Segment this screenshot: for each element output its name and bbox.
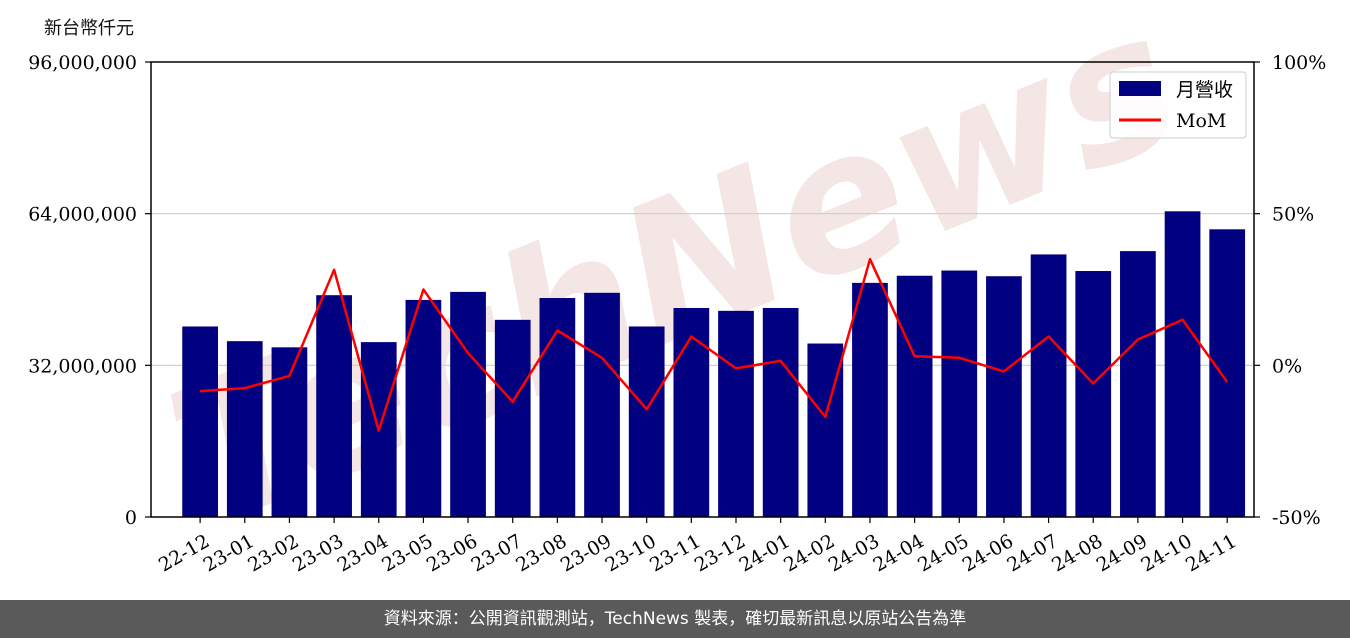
x-tick-label: 23-06	[423, 530, 481, 576]
x-tick-label: 24-10	[1137, 530, 1195, 576]
legend-label-revenue: 月營收	[1176, 79, 1233, 101]
revenue-chart: TechNews 032,000,00064,000,00096,000,000…	[28, 0, 1326, 576]
x-tick-label: 23-07	[468, 530, 526, 576]
y-left-tick-label: 0	[125, 507, 137, 529]
x-tick-label: 24-07	[1003, 530, 1061, 576]
mom-line-layer	[200, 257, 1229, 432]
bar-24-10	[1164, 211, 1201, 517]
bar-24-04	[896, 275, 933, 517]
bar-24-09	[1120, 251, 1156, 517]
plot-frame	[150, 61, 1255, 518]
mom-line	[200, 257, 1229, 432]
bar-24-01	[762, 307, 799, 517]
legend: 月營收 MoM	[1109, 71, 1247, 139]
footer-source-note: 資料來源：公開資訊觀測站，TechNews 製表，確切最新訊息以原站公告為準	[0, 600, 1350, 638]
x-tick-label: 24-06	[959, 530, 1017, 576]
y-right-tick-label: -50%	[1272, 507, 1321, 529]
y-left-tick-label: 96,000,000	[28, 52, 137, 74]
x-tick-label: 23-11	[646, 530, 704, 576]
x-tick-label: 23-08	[512, 530, 570, 576]
bar-23-06	[450, 291, 486, 517]
y-right-tick-label: 0%	[1272, 355, 1302, 377]
x-tick-label: 24-03	[825, 530, 883, 576]
legend-label-mom: MoM	[1176, 110, 1226, 132]
bar-23-10	[628, 326, 665, 517]
bar-23-07	[494, 319, 531, 517]
bar-22-12	[182, 326, 218, 517]
x-tick-label: 24-05	[914, 530, 972, 576]
y-axis-unit-label: 新台幣仟元	[44, 18, 134, 39]
y-right-tick-label: 100%	[1272, 52, 1326, 74]
bar-24-07	[1030, 254, 1067, 518]
x-tick-label: 24-02	[780, 530, 838, 576]
bar-23-12	[718, 310, 754, 517]
x-tick-label: 23-12	[691, 530, 749, 576]
x-tick-label: 23-09	[557, 530, 615, 576]
bar-24-03	[852, 282, 888, 517]
y-left-tick-label: 32,000,000	[28, 355, 137, 377]
bar-23-09	[584, 292, 620, 517]
bar-23-01	[226, 341, 263, 517]
bar-24-05	[941, 270, 978, 517]
x-tick-label: 24-01	[736, 530, 794, 576]
bar-23-03	[316, 295, 352, 517]
x-tick-label: 22-12	[155, 530, 213, 576]
x-tick-label: 23-10	[602, 530, 660, 576]
x-tick-label: 24-11	[1182, 530, 1240, 576]
bar-24-11	[1209, 229, 1246, 517]
bar-23-05	[405, 299, 442, 517]
x-tick-label: 24-04	[869, 530, 927, 576]
bar-23-08	[539, 298, 576, 517]
bar-24-08	[1075, 271, 1112, 517]
legend-swatch-revenue	[1119, 81, 1161, 96]
bar-23-11	[673, 307, 710, 517]
x-tick-label: 24-08	[1048, 530, 1106, 576]
y-left-tick-label: 64,000,000	[28, 204, 137, 226]
y-right-tick-label: 50%	[1272, 204, 1314, 226]
bar-24-06	[986, 276, 1022, 517]
x-tick-label: 24-09	[1093, 530, 1151, 576]
x-tick-label: 23-04	[334, 530, 392, 576]
x-tick-label: 23-05	[378, 530, 436, 576]
